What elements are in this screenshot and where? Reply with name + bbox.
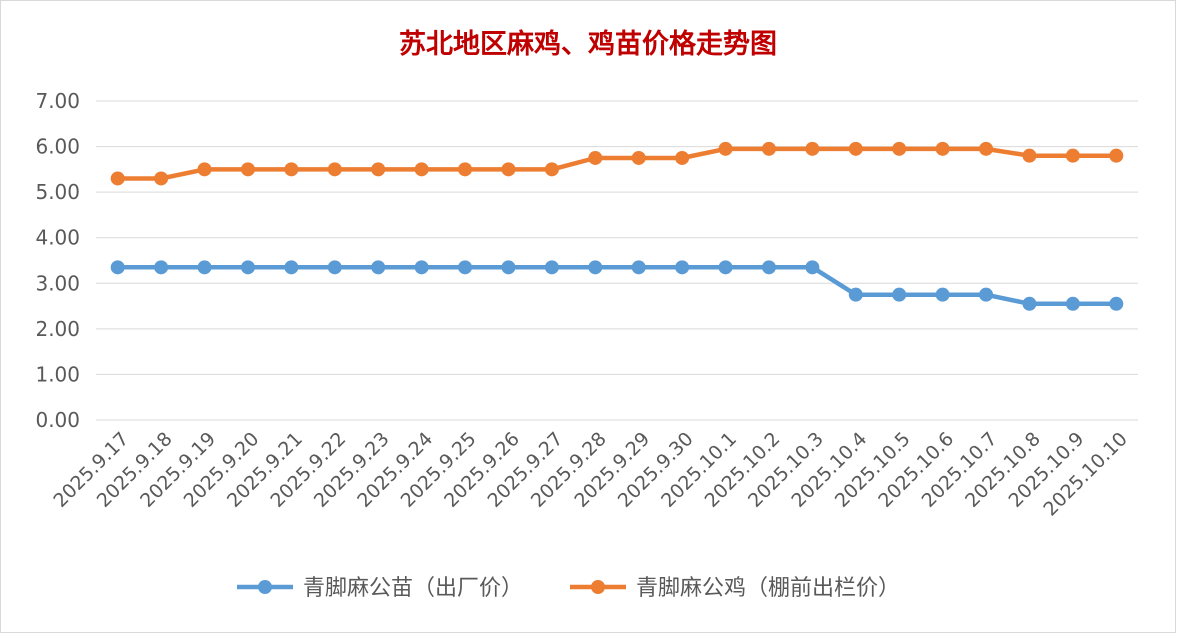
y-tick-label: 2.00 (35, 317, 80, 341)
data-point (935, 141, 950, 156)
data-point (935, 287, 950, 302)
data-point (718, 260, 733, 275)
data-point (588, 260, 603, 275)
data-point (892, 141, 907, 156)
legend-item: 青脚麻公苗（出厂价） (237, 576, 523, 601)
data-point (1065, 148, 1080, 163)
y-tick-label: 4.00 (35, 226, 80, 250)
data-point (414, 162, 429, 177)
data-point (631, 260, 646, 275)
legend-item: 青脚麻公鸡（棚前出栏价） (570, 576, 900, 601)
data-point (848, 287, 863, 302)
data-point (110, 171, 125, 186)
data-point (501, 260, 516, 275)
series-1 (110, 141, 1124, 186)
data-point (892, 287, 907, 302)
data-point (718, 141, 733, 156)
data-point (284, 162, 299, 177)
data-point (110, 260, 125, 275)
data-point (327, 162, 342, 177)
data-point (675, 260, 690, 275)
y-tick-label: 0.00 (35, 408, 80, 432)
y-tick-label: 6.00 (35, 135, 80, 159)
data-point (848, 141, 863, 156)
data-point (197, 162, 212, 177)
data-point (371, 162, 386, 177)
data-point (544, 162, 559, 177)
legend-swatch-marker (591, 580, 605, 594)
series-lines (110, 141, 1124, 311)
data-point (501, 162, 516, 177)
data-point (675, 150, 690, 165)
y-tick-label: 1.00 (35, 362, 80, 386)
data-point (544, 260, 559, 275)
series-0 (110, 260, 1124, 311)
data-point (1065, 296, 1080, 311)
data-point (284, 260, 299, 275)
gridlines (96, 100, 1138, 421)
data-point (1109, 296, 1124, 311)
legend: 青脚麻公苗（出厂价） 青脚麻公鸡（棚前出栏价） (237, 576, 900, 601)
data-point (805, 141, 820, 156)
y-tick-label: 5.00 (35, 180, 80, 204)
data-point (761, 260, 776, 275)
data-point (240, 162, 255, 177)
data-point (1109, 148, 1124, 163)
data-point (631, 150, 646, 165)
data-point (458, 260, 473, 275)
data-point (371, 260, 386, 275)
data-point (761, 141, 776, 156)
data-point (458, 162, 473, 177)
series-line (117, 265, 1117, 307)
legend-label: 青脚麻公苗（出厂价） (303, 576, 523, 601)
series-line (117, 146, 1117, 181)
data-point (588, 150, 603, 165)
data-point (414, 260, 429, 275)
data-point (1022, 148, 1037, 163)
y-tick-label: 3.00 (35, 271, 80, 295)
data-point (979, 141, 994, 156)
legend-swatch-marker (258, 580, 272, 594)
data-point (805, 260, 820, 275)
data-point (327, 260, 342, 275)
y-tick-label: 7.00 (35, 89, 80, 113)
legend-label: 青脚麻公鸡（棚前出栏价） (636, 576, 900, 601)
y-axis-ticks: 0.00 1.00 2.00 3.00 4.00 5.00 6.00 7.00 (35, 89, 80, 432)
data-point (979, 287, 994, 302)
data-point (240, 260, 255, 275)
data-point (1022, 296, 1037, 311)
data-point (197, 260, 212, 275)
data-point (154, 171, 169, 186)
data-point (154, 260, 169, 275)
chart-title: 苏北地区麻鸡、鸡苗价格走势图 (399, 29, 777, 60)
